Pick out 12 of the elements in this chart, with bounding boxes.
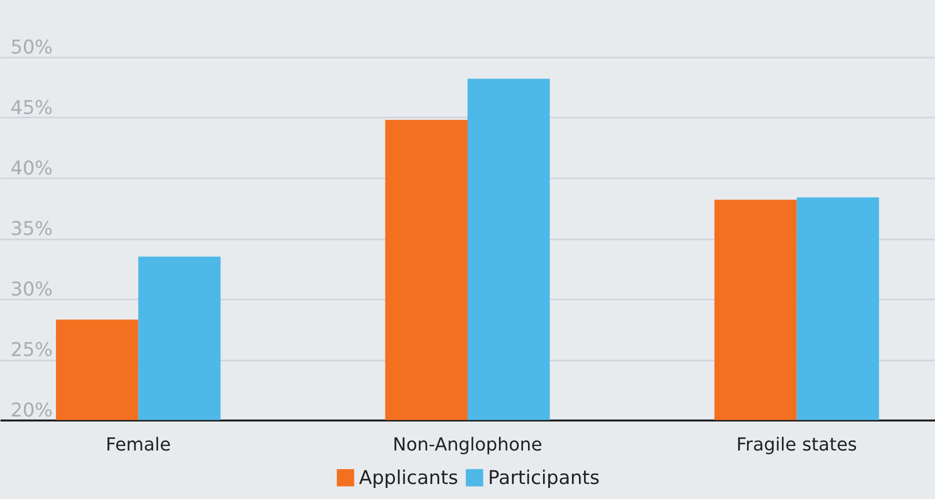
y-tick-label: 35% (10, 218, 53, 240)
x-tick-label: Non-Anglophone (392, 434, 542, 456)
legend-label: Applicants (359, 466, 458, 489)
x-tick-label: Female (106, 434, 171, 456)
y-tick-label: 30% (10, 278, 53, 300)
y-tick-label: 50% (10, 36, 53, 58)
y-tick-label: 25% (10, 339, 53, 361)
legend-label: Participants (488, 466, 600, 489)
y-tick-label: 20% (10, 400, 53, 422)
y-tick-label: 40% (10, 158, 53, 180)
y-tick-label: 45% (10, 97, 53, 119)
x-tick-label: Fragile states (736, 434, 858, 456)
